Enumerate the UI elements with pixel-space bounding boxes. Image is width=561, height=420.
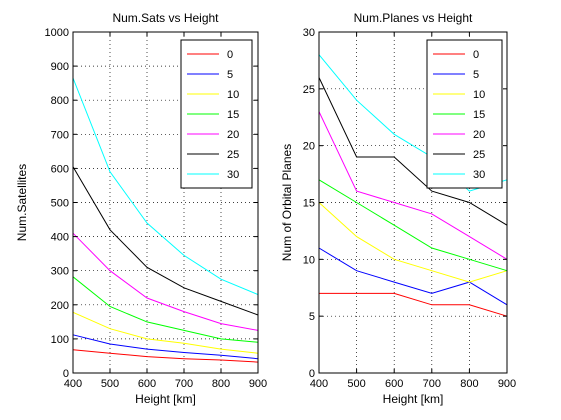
x-tick-label: 600 xyxy=(138,378,156,390)
x-tick-label: 500 xyxy=(347,378,365,390)
chart-2: 400 500 600 700 800 900 0 5 10 15 20 25 30 Num.Planes… xyxy=(280,11,516,406)
series-line-25 xyxy=(72,166,259,316)
x-axis-label: Height [km] xyxy=(135,392,196,406)
y-axis-label: Num of Orbital Planes xyxy=(280,144,294,261)
series-line-0 xyxy=(319,292,508,317)
legend-label-25: 25 xyxy=(473,149,485,161)
y-tick-label: 5 xyxy=(309,311,315,323)
series-line-5 xyxy=(318,247,508,306)
series-line-20 xyxy=(318,111,508,260)
series-line-10 xyxy=(72,311,259,354)
y-tick-label: 600 xyxy=(51,163,69,175)
y-tick-label: 900 xyxy=(51,61,69,73)
y-tick-label: 10 xyxy=(303,254,315,266)
y-tick-label: 200 xyxy=(51,300,69,312)
x-tick-label: 900 xyxy=(249,378,267,390)
legend-label-15: 15 xyxy=(473,109,485,121)
legend-label-20: 20 xyxy=(473,129,485,141)
x-tick-label: 400 xyxy=(310,378,328,390)
legend-label-5: 5 xyxy=(227,69,233,81)
y-tick-label: 300 xyxy=(51,266,69,278)
chart-1: 400 500 600 700 800 9000100200300400500600700… xyxy=(15,11,267,406)
legend-label-0: 0 xyxy=(473,49,479,61)
legend-label-20: 20 xyxy=(227,129,239,141)
y-tick-label: 0 xyxy=(309,368,315,380)
legend-label-30: 30 xyxy=(473,169,485,181)
y-tick-label: 1000 xyxy=(45,27,69,39)
x-tick-label: 700 xyxy=(423,378,441,390)
chart-title: Num.Planes vs Height xyxy=(354,11,473,25)
y-tick-label: 100 xyxy=(51,334,69,346)
legend-label-25: 25 xyxy=(227,149,239,161)
y-tick-label: 20 xyxy=(303,141,315,153)
legend-label-5: 5 xyxy=(473,69,479,81)
y-tick-label: 15 xyxy=(303,198,315,210)
x-tick-label: 700 xyxy=(175,378,193,390)
legend-label-10: 10 xyxy=(227,89,239,101)
series-line-15 xyxy=(72,276,259,343)
series-line-30 xyxy=(72,77,259,296)
series-line-0 xyxy=(72,349,259,363)
y-tick-label: 25 xyxy=(303,84,315,96)
y-axis-label: Num.Satellites xyxy=(15,164,29,241)
legend-label-10: 10 xyxy=(473,89,485,101)
legend-label-15: 15 xyxy=(227,109,239,121)
series-line-5 xyxy=(72,334,259,360)
legend-label-0: 0 xyxy=(227,49,233,61)
y-tick-label: 800 xyxy=(51,95,69,107)
x-tick-label: 800 xyxy=(212,378,230,390)
legend: 0 5 10 15 20 25 30 xyxy=(180,39,253,189)
series-line-25 xyxy=(318,77,508,226)
x-tick-label: 500 xyxy=(101,378,119,390)
series-line-20 xyxy=(72,232,259,331)
series-line-15 xyxy=(318,179,508,272)
chart-title: Num.Sats vs Height xyxy=(112,11,219,25)
y-tick-label: 700 xyxy=(51,129,69,141)
y-tick-label: 30 xyxy=(303,27,315,39)
x-tick-label: 800 xyxy=(460,378,478,390)
y-tick-label: 500 xyxy=(51,198,69,210)
series-line-10 xyxy=(318,202,508,283)
x-tick-label: 600 xyxy=(385,378,403,390)
series-line-30 xyxy=(318,54,508,192)
y-tick-label: 0 xyxy=(63,368,69,380)
x-tick-label: 900 xyxy=(498,378,516,390)
legend-label-30: 30 xyxy=(227,169,239,181)
x-tick-label: 400 xyxy=(64,378,82,390)
legend: 0 5 10 15 20 25 30 xyxy=(426,39,503,189)
x-axis-label: Height [km] xyxy=(383,392,444,406)
y-tick-label: 400 xyxy=(51,232,69,244)
